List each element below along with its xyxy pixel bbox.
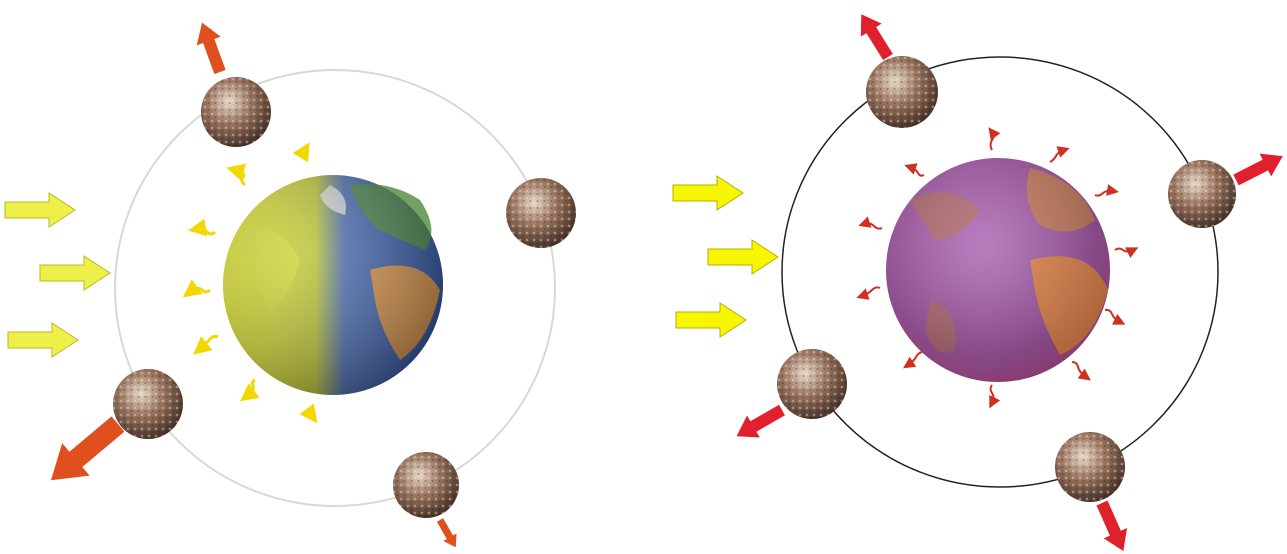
squiggle [1094, 184, 1119, 197]
moons [777, 56, 1236, 502]
left-panel [4, 18, 576, 552]
squiggle [188, 218, 217, 237]
moon [113, 369, 183, 439]
squiggle [1104, 308, 1126, 325]
heat-squiggles [856, 127, 1139, 409]
squiggle [193, 334, 219, 355]
earth [223, 175, 443, 395]
escape-arrow [850, 7, 899, 64]
squiggle [1049, 146, 1070, 163]
squiggle [904, 163, 925, 177]
earth [886, 158, 1110, 382]
right-panel [672, 7, 1287, 554]
squiggle [989, 384, 1001, 409]
squiggle [988, 127, 1001, 151]
sun-arrow [39, 255, 111, 291]
squiggle [292, 142, 310, 163]
moon [201, 77, 271, 147]
escape-arrow [730, 398, 789, 448]
sun-arrow [707, 239, 779, 275]
moon [1055, 432, 1125, 502]
sunlight-arrows [4, 192, 111, 358]
moon [777, 349, 847, 419]
squiggle [182, 279, 212, 298]
sun-arrow [675, 302, 747, 338]
sun-arrow [672, 175, 744, 211]
escape-arrow [433, 516, 463, 552]
moon [866, 56, 938, 128]
squiggle [1114, 247, 1139, 259]
squiggle [239, 378, 260, 402]
moon [506, 178, 576, 248]
sun-arrow [4, 192, 76, 228]
squiggle [226, 163, 247, 187]
escape-arrow [1230, 144, 1287, 192]
sun-arrow [7, 322, 79, 358]
squiggle [903, 351, 923, 369]
orbit [114, 69, 556, 507]
squiggle [1071, 361, 1091, 381]
moons [113, 77, 576, 518]
sunlight-arrows [672, 175, 779, 338]
escape-arrow [1090, 497, 1136, 554]
heat-squiggles [182, 142, 318, 424]
squiggle [858, 216, 883, 230]
squiggle [856, 286, 881, 300]
orbit [781, 56, 1219, 488]
moon [393, 452, 459, 518]
squiggle [299, 403, 318, 424]
escape-arrow [190, 18, 232, 77]
moon [1168, 160, 1236, 228]
